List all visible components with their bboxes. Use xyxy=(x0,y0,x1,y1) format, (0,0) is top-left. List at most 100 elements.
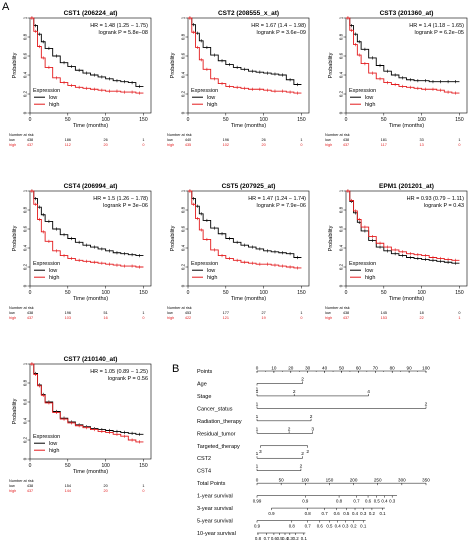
risk-count-low: 27 xyxy=(262,311,266,315)
survival-tick-label: 0.7 xyxy=(322,511,329,516)
survival-tick-label: 0.4 xyxy=(352,511,359,516)
nomogram-row-age: Age 1 2 xyxy=(197,376,304,392)
points-tick-label: 60 xyxy=(356,366,362,371)
risk-count-low: 177 xyxy=(223,311,229,315)
y-tick-label: 1 xyxy=(181,189,186,192)
hr-text: HR = 1.47 (1.24 − 1.74) xyxy=(248,196,306,202)
variable-tick-label: 2 xyxy=(293,389,296,395)
x-tick-label: 150 xyxy=(455,117,464,123)
variable-tick-label: 3 xyxy=(259,449,262,455)
risk-count-low: 438 xyxy=(27,138,33,142)
legend-label-high: high xyxy=(207,275,217,281)
y-tick-label: 1 xyxy=(181,16,186,19)
y-tick-label: 0 xyxy=(181,111,186,114)
x-tick-label: 50 xyxy=(65,290,71,296)
legend-label-high: high xyxy=(49,102,59,108)
legend-label-low: low xyxy=(365,268,373,274)
risk-count-high: 153 xyxy=(381,316,387,320)
nomogram-row-label: Total Points xyxy=(197,481,226,487)
risk-row-label-high: high xyxy=(167,316,174,320)
risk-count-high: 144 xyxy=(65,489,71,493)
y-tick-label: 0.8 xyxy=(339,206,344,213)
hr-text: HR = 0.93 (0.79 − 1.11) xyxy=(407,196,465,202)
legend-label-low: low xyxy=(49,441,57,447)
survival-tick-label: 0.4 xyxy=(381,499,388,504)
variable-tick-label: 1 xyxy=(256,451,259,457)
x-tick-label: 100 xyxy=(101,290,110,296)
x-axis-label: Time (months) xyxy=(231,123,266,129)
x-axis-label: Time (months) xyxy=(389,296,424,302)
points-tick-label: 10 xyxy=(271,366,277,371)
y-tick-label: 1 xyxy=(23,16,28,19)
plot-frame xyxy=(29,17,152,114)
logrank-p-text: logrank P = 3.6e−09 xyxy=(257,30,306,36)
x-tick-label: 50 xyxy=(381,290,387,296)
variable-tick-label: 4 xyxy=(367,389,370,395)
km-plot-cst1: CST1 (206224_at)00.20.40.60.810 50 100 150T… xyxy=(9,10,152,147)
legend-title: Expression xyxy=(349,88,376,94)
legend-label-high: high xyxy=(365,275,375,281)
survival-tick-label: 0.9 xyxy=(254,524,261,529)
risk-count-high: 437 xyxy=(343,316,349,320)
nomogram-row-label: 3-year survival xyxy=(197,506,233,512)
y-tick-label: 0 xyxy=(23,284,28,287)
points-tick-label: 40 xyxy=(322,366,328,371)
survival-tick-label: 0.2 xyxy=(351,524,358,529)
plot-title: EPM1 (201201_at) xyxy=(379,183,434,190)
risk-count-high: 0 xyxy=(142,489,144,493)
nomogram-row-residual-tumor: Residual_tumor 1 2 3 xyxy=(197,426,314,437)
survival-tick-label: 0.1 xyxy=(379,511,386,516)
y-tick-label: 0.6 xyxy=(339,225,344,232)
y-axis-label: Probability xyxy=(170,225,176,251)
survival-tick-label: 0.3 xyxy=(389,499,396,504)
y-axis-label: Probability xyxy=(170,52,176,78)
survival-tick-label: 0.4 xyxy=(282,536,289,540)
nomogram-row-points: Points 0 10 20 30 40 50 60 70 80 90 100 xyxy=(197,366,430,376)
y-tick-label: 0.4 xyxy=(23,244,28,251)
risk-table-header: Number at risk xyxy=(167,133,192,137)
y-tick-label: 1 xyxy=(339,16,344,19)
risk-count-low: 0 xyxy=(458,311,460,315)
survival-tick-label: 0.3 xyxy=(342,524,349,529)
risk-table-header: Number at risk xyxy=(9,133,34,137)
nomogram-row-label: CST4 xyxy=(197,469,211,475)
legend-title: Expression xyxy=(349,261,376,267)
y-tick-label: 0 xyxy=(181,284,186,287)
risk-count-low: 181 xyxy=(381,138,387,142)
variable-tick-label: 1 xyxy=(256,389,259,395)
risk-count-high: 437 xyxy=(27,143,33,147)
total-points-tick-label: 300 xyxy=(398,478,406,483)
y-tick-label: 0.8 xyxy=(23,33,28,40)
risk-count-low: 154 xyxy=(65,484,71,488)
x-tick-label: 50 xyxy=(223,117,229,123)
risk-count-high: 103 xyxy=(65,316,71,320)
nomogram-row-label: Radiation_therapy xyxy=(197,419,242,425)
y-tick-label: 0.6 xyxy=(181,52,186,59)
nomogram-row-label: Stage xyxy=(197,394,211,400)
risk-count-low: 438 xyxy=(27,311,33,315)
y-tick-label: 0.8 xyxy=(339,33,344,40)
survival-tick-label: 0.3 xyxy=(360,511,367,516)
risk-count-high: 19 xyxy=(262,316,266,320)
points-tick-label: 90 xyxy=(407,366,413,371)
y-tick-label: 0.6 xyxy=(181,225,186,232)
survival-curve-high xyxy=(188,17,302,94)
survival-curve-high xyxy=(30,190,144,268)
nomogram-row-10-year-survival: 10-year survival 0.8 0.7 0.6 0.5 0.40.3 0.2 0.1 xyxy=(197,531,307,540)
risk-count-low: 1 xyxy=(300,311,302,315)
nomogram-row-stage: Stage 1 2 4 xyxy=(197,389,370,400)
logrank-p-text: logrank P = 0.43 xyxy=(424,203,464,209)
y-tick-label: 0.2 xyxy=(181,90,186,97)
risk-count-high: 1 xyxy=(458,316,460,320)
km-plot-epm1: EPM1 (201201_at)00.20.40.60.810 50 100 150T… xyxy=(325,183,468,320)
x-tick-label: 100 xyxy=(259,117,268,123)
survival-tick-label: 0.9 xyxy=(268,511,275,516)
hr-text: HR = 1.4 (1.18 − 1.65) xyxy=(409,23,464,29)
y-axis-label: Probability xyxy=(328,225,334,251)
variable-tick-label: 1 xyxy=(256,414,259,420)
variable-tick-label: 2 xyxy=(310,414,313,420)
y-tick-label: 0.2 xyxy=(23,90,28,97)
nomogram-row-label: Points xyxy=(197,369,213,375)
risk-count-high: 0 xyxy=(458,143,460,147)
x-tick-label: 150 xyxy=(139,463,148,469)
